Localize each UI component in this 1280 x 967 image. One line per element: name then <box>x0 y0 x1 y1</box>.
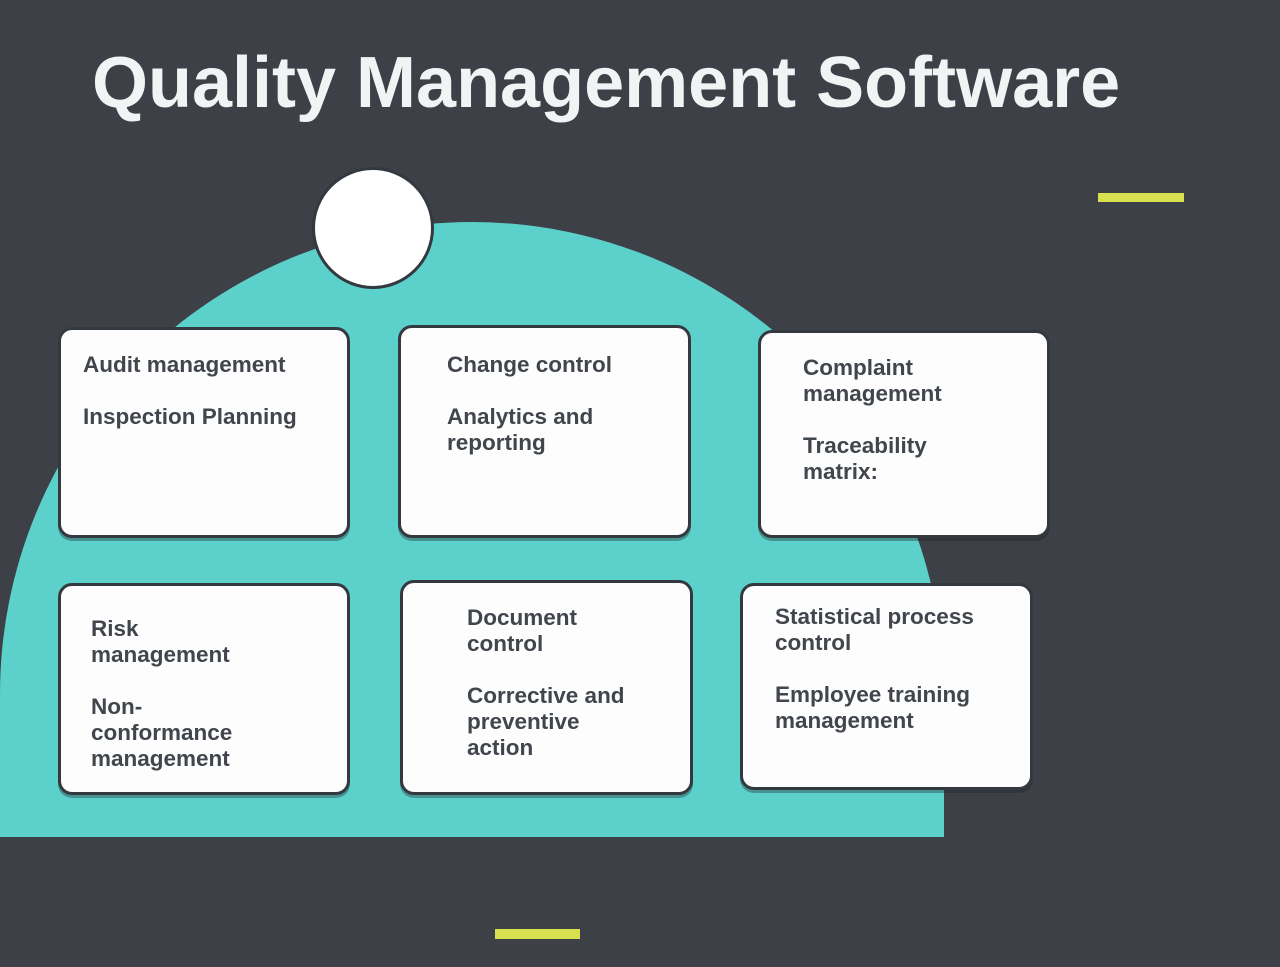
card-risk-nonconformance: Risk management Non- conformance managem… <box>58 583 350 795</box>
page-title: Quality Management Software <box>92 43 1121 123</box>
card-audit-inspection: Audit management Inspection Planning <box>58 327 350 538</box>
dome-top-circle <box>312 167 434 289</box>
accent-line-bottom <box>495 929 580 939</box>
card-document-capa: Document control Corrective and preventi… <box>400 580 693 795</box>
card-spc-training: Statistical process control Employee tra… <box>740 583 1033 790</box>
card-audit-para2: Inspection Planning <box>83 404 297 429</box>
card-spc-para1: Statistical process control <box>775 604 974 655</box>
card-risk-para2: Non- conformance management <box>91 694 233 771</box>
card-spc-para2: Employee training management <box>775 682 971 733</box>
card-audit-para1: Audit management <box>83 352 286 377</box>
card-complaint-para2: Traceability matrix: <box>803 433 927 484</box>
card-risk-para1: Risk management <box>91 616 230 667</box>
card-document-para1: Document control <box>467 605 578 656</box>
card-complaint-traceability: Complaint management Traceability matrix… <box>758 330 1050 538</box>
card-change-para2: Analytics and reporting <box>447 404 594 455</box>
card-change-para1: Change control <box>447 352 613 377</box>
card-change-analytics: Change control Analytics and reporting <box>398 325 691 538</box>
card-complaint-para1: Complaint management <box>803 355 942 406</box>
accent-line-top-right <box>1098 193 1184 202</box>
card-document-para2: Corrective and preventive action <box>467 683 625 760</box>
